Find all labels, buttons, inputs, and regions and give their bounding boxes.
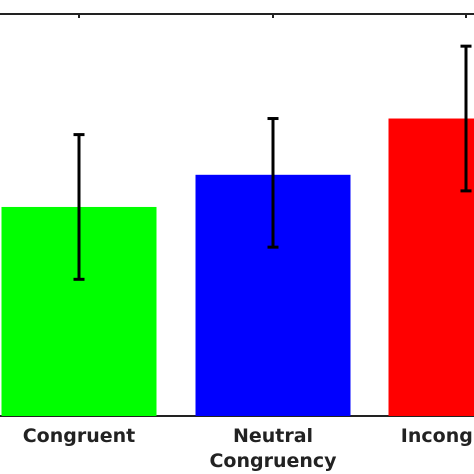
- bars-group: [1, 118, 474, 417]
- x-tick-label: Incongruent: [401, 425, 474, 447]
- x-tick-label: Neutral Congruency: [209, 425, 337, 472]
- x-tick-label: Congruent: [23, 425, 136, 447]
- error-bars-group: [73, 44, 472, 281]
- bar: [388, 118, 474, 417]
